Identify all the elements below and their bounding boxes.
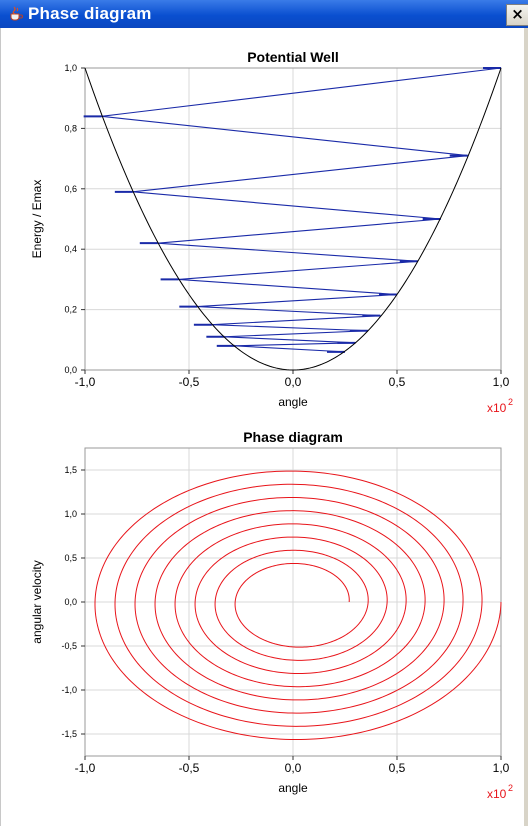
- phase-diagram-chart: Phase diagram -1,0 -0,5 0,0 0,5 1,0 -1,5 -1,0 -0…: [30, 429, 513, 801]
- x-tick-label: 1,0: [493, 375, 510, 389]
- x-tick-label: 0,0: [285, 375, 302, 389]
- y-tick-label: 0,5: [64, 553, 77, 563]
- y-tick-label: -1,5: [61, 729, 77, 739]
- phase-spiral-curve: [94, 470, 502, 741]
- x-exponent-power: 2: [508, 397, 513, 407]
- energy-trajectory-segment: [101, 115, 468, 157]
- x-exponent-power: 2: [508, 783, 513, 793]
- energy-trajectory-segment: [197, 306, 381, 317]
- potential-well-chart: Potential Well -1,0 -0,5 0,0 0,5 1,0 0,0 0,2 0,4…: [30, 49, 513, 415]
- close-icon: ×: [511, 5, 524, 23]
- chart-title: Phase diagram: [243, 429, 343, 445]
- x-exponent-label: x10: [487, 401, 507, 415]
- window-border: [524, 28, 528, 826]
- x-tick-label: 0,0: [285, 761, 302, 775]
- energy-trajectory-segment: [234, 345, 346, 353]
- x-exponent-label: x10: [487, 787, 507, 801]
- y-tick-label: 1,0: [64, 63, 77, 73]
- potential-well-curve: [84, 67, 502, 371]
- y-axis-label: Energy / Emax: [30, 180, 44, 259]
- window-title: Phase diagram: [28, 4, 152, 23]
- y-axis-label: angular velocity: [30, 560, 44, 643]
- x-axis-label: angle: [278, 781, 308, 795]
- energy-trajectory-segment: [211, 324, 368, 332]
- y-tick-label: 0,6: [64, 184, 77, 194]
- x-tick-label: -1,0: [75, 761, 96, 775]
- x-tick-label: -0,5: [179, 375, 200, 389]
- x-tick-label: -0,5: [179, 761, 200, 775]
- energy-trajectory-segment: [211, 315, 381, 326]
- java-cup-icon: [10, 6, 23, 21]
- x-axis-label: angle: [278, 395, 308, 409]
- chart-title: Potential Well: [247, 49, 339, 65]
- energy-trajectory-segment: [132, 191, 441, 220]
- energy-trajectory-segment: [178, 260, 418, 280]
- y-tick-label: -1,0: [61, 685, 77, 695]
- window-content: Potential Well -1,0 -0,5 0,0 0,5 1,0 0,0 0,2 0,4…: [0, 28, 528, 826]
- window-titlebar[interactable]: Phase diagram ×: [0, 0, 528, 28]
- x-tick-label: -1,0: [75, 375, 96, 389]
- x-tick-label: 0,5: [389, 761, 406, 775]
- energy-trajectory-segment: [157, 242, 418, 262]
- x-tick-label: 1,0: [493, 761, 510, 775]
- x-tick-label: 0,5: [389, 375, 406, 389]
- y-tick-label: 0,2: [64, 305, 77, 315]
- y-tick-label: 0,4: [64, 244, 77, 254]
- y-tick-label: 0,0: [64, 597, 77, 607]
- y-tick-label: 0,8: [64, 123, 77, 133]
- y-tick-label: 0,0: [64, 365, 77, 375]
- energy-trajectory-segment: [234, 342, 356, 347]
- energy-trajectory-segment: [101, 67, 502, 117]
- y-tick-label: 1,5: [64, 465, 77, 475]
- close-button[interactable]: ×: [506, 4, 528, 26]
- energy-trajectory-segment: [197, 293, 398, 308]
- energy-trajectory-segment: [178, 278, 398, 296]
- energy-trajectory-segment: [132, 155, 468, 193]
- energy-trajectory-segment: [157, 218, 441, 244]
- y-tick-label: 1,0: [64, 509, 77, 519]
- energy-trajectory-segment: [224, 336, 356, 344]
- y-tick-label: -0,5: [61, 641, 77, 651]
- energy-trajectory-segment: [224, 330, 368, 338]
